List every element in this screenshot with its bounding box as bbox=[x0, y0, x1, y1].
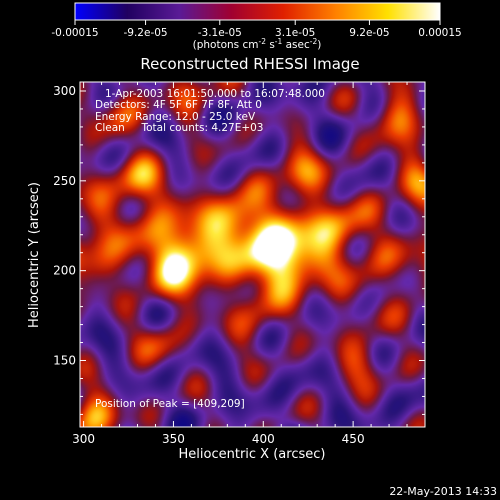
x-tick-label: 350 bbox=[162, 432, 185, 446]
axis-ticks: 300 350 400 450 150 200 250 300 bbox=[53, 82, 425, 446]
x-tick-label: 450 bbox=[342, 432, 365, 446]
annotation-total-counts: Clean Total counts: 4.27E+03 bbox=[95, 122, 264, 134]
y-tick-label: 200 bbox=[53, 264, 76, 278]
heatmap-image bbox=[80, 82, 425, 427]
colorbar-tick-label: 0.00015 bbox=[418, 27, 461, 39]
annotation-time-range: 1-Apr-2003 16:01:50.000 to 16:07:48.000 bbox=[105, 88, 325, 100]
annotation-peak-position: Position of Peak = [409,209] bbox=[95, 398, 245, 410]
annotation-energy-range: Energy Range: 12.0 - 25.0 keV bbox=[95, 111, 256, 123]
colorbar-tick-label: -9.2e-05 bbox=[124, 27, 168, 39]
chart-title: Reconstructed RHESSI Image bbox=[140, 55, 359, 73]
x-tick-label: 400 bbox=[252, 432, 275, 446]
y-tick-label: 150 bbox=[53, 354, 76, 368]
colorbar-unit-label: (photons cm-2 s-1 asec-2) bbox=[193, 37, 322, 51]
colorbar-tick-label: -0.00015 bbox=[51, 27, 98, 39]
colorbar-tick-label: -3.1e-05 bbox=[198, 27, 242, 39]
annotation-detectors: Detectors: 4F 5F 6F 7F 8F, Att 0 bbox=[95, 99, 262, 111]
heatmap-canvas-wrapper bbox=[80, 82, 425, 427]
colorbar-swatch bbox=[74, 2, 441, 21]
colorbar-tick-label: 3.1e-05 bbox=[275, 27, 315, 39]
y-tick-label: 250 bbox=[53, 174, 76, 188]
colorbar: -0.00015 -9.2e-05 -3.1e-05 3.1e-05 9.2e-05 0.… bbox=[51, 2, 462, 51]
y-axis-label: Heliocentric Y (arcsec) bbox=[27, 182, 42, 328]
plot-area: 300 350 400 450 150 200 250 300 bbox=[53, 81, 426, 446]
plot-frame bbox=[79, 81, 426, 428]
y-tick-label: 300 bbox=[53, 84, 76, 98]
x-tick-label: 300 bbox=[72, 432, 95, 446]
footer-date: 22-May-2013 14:33 bbox=[389, 485, 497, 498]
annotations: 1-Apr-2003 16:01:50.000 to 16:07:48.000 … bbox=[95, 88, 325, 410]
colorbar-ticks: -0.00015 -9.2e-05 -3.1e-05 3.1e-05 9.2e-05 0.… bbox=[51, 20, 462, 39]
x-axis-label: Heliocentric X (arcsec) bbox=[179, 447, 326, 462]
colorbar-tick-label: 9.2e-05 bbox=[349, 27, 389, 39]
